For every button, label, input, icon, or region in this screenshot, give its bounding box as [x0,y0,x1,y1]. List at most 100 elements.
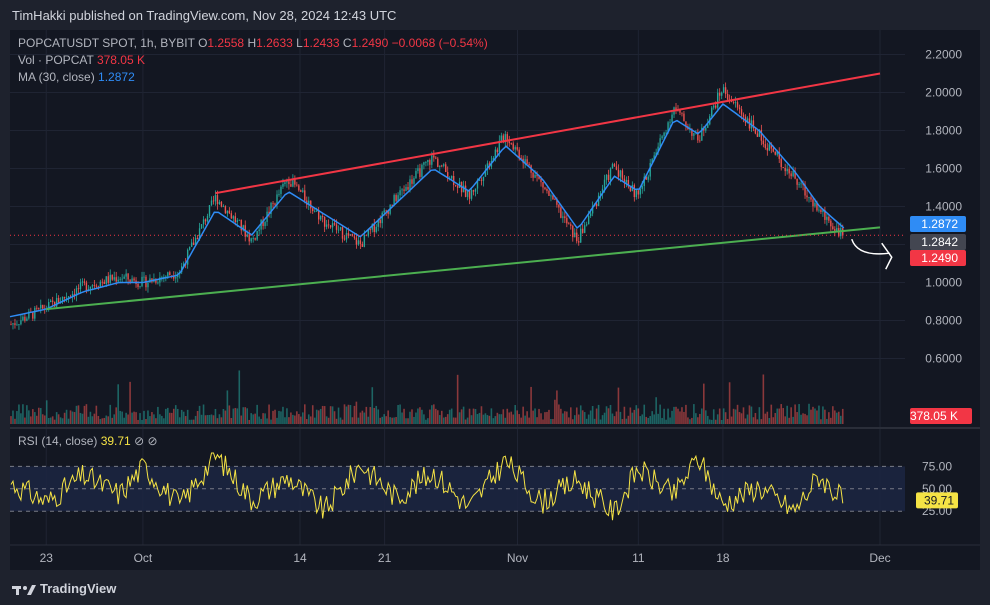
volume-bar [609,404,612,424]
volume-bar [482,414,485,424]
candle-body [163,276,165,278]
volume-bar [651,411,653,424]
candle-body [439,165,441,167]
candle-body [111,274,113,280]
volume-bar [550,418,552,424]
volume-bar [839,415,842,424]
candle-body [621,170,624,179]
volume-bar [212,415,215,424]
settings-icon[interactable]: ⊘ [147,434,158,448]
candle-body [470,190,473,199]
volume-bar [109,404,112,424]
volume-bar [714,419,717,424]
candle-body [272,202,274,204]
volume-bar [101,418,104,424]
volume-bar [220,417,223,424]
volume-bar [67,418,70,424]
visibility-icon[interactable]: ⊘ [134,434,145,448]
volume-bar [512,414,515,424]
volume-bar [601,415,604,424]
price-tick-label: 0.8000 [925,314,962,328]
candle-body [834,229,836,231]
candle-body [659,138,661,147]
time-tick-label: 18 [716,551,730,565]
volume-bar [695,413,697,424]
volume-bar [544,412,546,424]
candle-body [276,194,278,205]
candle-body [99,281,102,288]
volume-bar [298,414,300,424]
volume-bar [468,408,471,424]
volume-bar [186,409,189,424]
volume-bar [103,417,106,424]
candle-body [476,180,479,189]
volume-bar [311,405,314,424]
volume-bar [768,418,771,424]
tradingview-logo[interactable]: TradingView [12,581,116,596]
volume-bar [258,416,260,424]
volume-bar [226,390,229,424]
volume-bar [605,406,608,424]
candle-body [105,276,107,284]
candle-body [421,164,423,177]
volume-bar [218,414,221,424]
candle-body [671,114,673,122]
volume-bar [808,403,810,424]
volume-bar [375,405,378,424]
volume-bar [30,416,32,424]
candle-body [500,135,503,141]
volume-bar [343,404,346,424]
volume-bar [540,413,542,424]
volume-bar [222,409,225,424]
candle-body [335,224,338,230]
candle-body [97,286,100,288]
volume-bar [325,416,328,424]
volume-bar [256,404,258,424]
volume-bar [36,415,38,424]
candle-body [212,200,215,202]
candle-body [143,276,145,278]
volume-bar [278,410,280,424]
arrow-head-icon [881,242,893,270]
volume-bar [661,417,663,424]
volume-bar [502,409,505,424]
volume-bar [532,410,534,424]
volume-bar [169,412,171,424]
candle-body [589,213,592,216]
candle-body [186,249,189,265]
candle-body [445,164,447,173]
candle-body [617,169,620,177]
volume-bar [429,409,431,424]
candle-body [437,158,439,167]
candle-body [683,113,685,122]
volume-bar [766,411,769,424]
volume-bar [208,414,211,424]
volume-bar [234,407,237,424]
volume-bar [319,408,322,424]
footer: TradingView [0,570,990,605]
candle-body [65,297,68,299]
volume-bar [147,410,149,424]
legend-ohlc: POPCATUSDT SPOT, 1h, BYBIT O1.2558 H1.26… [18,36,488,50]
volume-bar [794,404,796,424]
volume-bar [528,417,530,424]
candle-body [373,223,375,232]
volume-bar [431,405,433,424]
legend-h-value: 1.2633 [256,36,293,50]
candle-body [240,219,242,231]
volume-bar [520,417,522,424]
candle-body [220,201,223,207]
volume-bar [333,411,336,424]
rsi-tick-label: 50.00 [922,482,952,496]
candle-body [22,316,24,321]
volume-bar [629,407,632,424]
candle-body [657,146,659,153]
candle-body [417,168,419,171]
candle-body [782,167,784,168]
candle-body [639,188,641,195]
volume-bar [379,417,382,424]
candle-body [393,195,395,206]
volume-bar [79,412,82,424]
candle-body [603,179,606,189]
